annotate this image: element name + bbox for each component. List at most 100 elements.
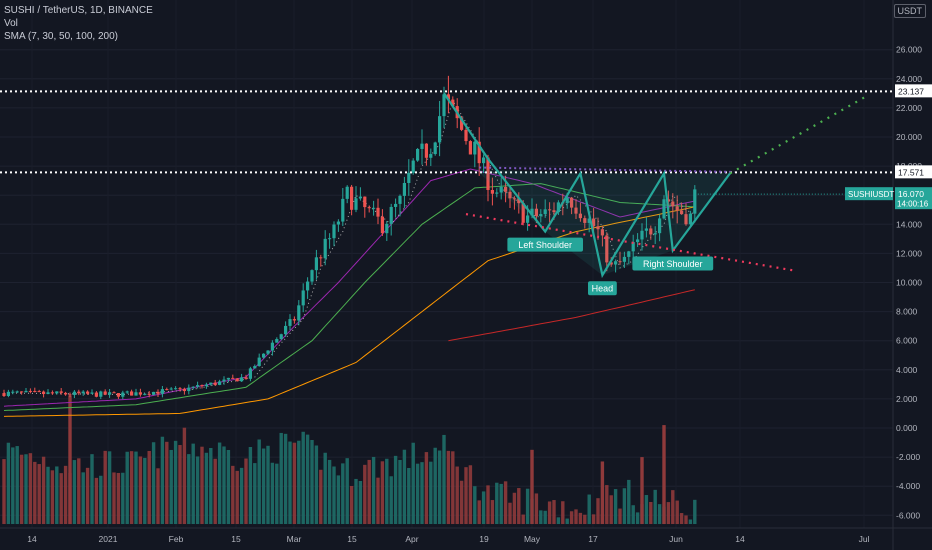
head-shoulders-pattern — [443, 92, 731, 279]
candle-body — [112, 392, 116, 394]
volume-bar — [314, 445, 319, 525]
volume-bar — [68, 395, 72, 525]
volume-bar — [59, 473, 63, 525]
y-tick-label: 26.000 — [896, 45, 922, 55]
volume-indicator-label[interactable]: Vol — [4, 18, 18, 29]
price-axis[interactable]: 26.00024.00022.00020.00018.00016.00014.0… — [845, 0, 932, 550]
volume-bar — [116, 472, 121, 525]
candle-body — [244, 377, 248, 379]
candle-body — [548, 209, 552, 211]
y-tick-label: 0.000 — [896, 423, 918, 433]
volume-bar — [420, 462, 424, 525]
candle-body — [407, 172, 411, 183]
y-tick-label: 8.000 — [896, 307, 918, 317]
candle-body — [11, 391, 15, 393]
candle-body — [416, 148, 420, 161]
candle-body — [55, 391, 59, 394]
countdown-timer: 14:00:16 — [897, 200, 929, 209]
candle-body — [574, 207, 578, 214]
volume-bar — [107, 451, 112, 525]
volume-bar — [693, 499, 697, 525]
candle-body — [592, 218, 596, 227]
x-tick-label: May — [524, 534, 541, 544]
candle-body — [490, 189, 494, 194]
y-tick-label: 24.000 — [896, 74, 922, 84]
chart-legend: SUSHI / TetherUS, 1D, BINANCE Vol SMA (7… — [4, 4, 153, 43]
candle-body — [28, 390, 32, 392]
volume-bar — [649, 502, 653, 525]
candle-body — [284, 325, 288, 335]
x-tick-label: 19 — [479, 534, 489, 544]
volume-bar — [77, 458, 81, 525]
candle-body — [292, 319, 296, 321]
volume-bar — [222, 446, 226, 525]
candle-body — [627, 251, 631, 257]
candle-body — [42, 391, 46, 395]
candle-body — [385, 223, 389, 234]
volume-bar — [15, 446, 19, 525]
candle-body — [125, 391, 129, 393]
time-axis[interactable]: 14 2021 Feb 15 Mar 15 Apr 19 May 17 Jun 14 Jul — [0, 527, 932, 544]
candle-body — [662, 199, 666, 219]
volume-bar — [46, 466, 50, 525]
candle-body — [644, 228, 648, 231]
candle-body — [354, 198, 358, 210]
x-tick-label: Jun — [669, 534, 683, 544]
candle-body — [424, 143, 428, 158]
volume-bar — [622, 488, 627, 525]
candle-body — [464, 129, 468, 142]
candle-body — [468, 141, 472, 155]
volume-bar — [596, 498, 600, 525]
volume-bar — [358, 481, 363, 525]
candle-body — [398, 195, 402, 204]
y-tick-label: 4.000 — [896, 365, 918, 375]
volume-bar — [279, 432, 283, 525]
candle-body — [693, 189, 697, 214]
candle-body — [248, 368, 252, 379]
volume-bar — [94, 477, 99, 525]
volume-bar — [187, 454, 191, 525]
candle-body — [90, 392, 94, 394]
candle-body — [182, 388, 186, 392]
candle-body — [323, 238, 327, 259]
candle-body — [543, 209, 547, 215]
volume-bar — [442, 434, 446, 525]
volume-bar — [11, 447, 15, 525]
volume-bar — [389, 476, 393, 525]
volume-bar — [613, 489, 618, 525]
candle-body — [134, 392, 138, 396]
x-tick-label: 15 — [231, 534, 241, 544]
volume-bar — [85, 467, 90, 525]
volume-bar — [147, 450, 151, 525]
symbol-title[interactable]: SUSHI / TetherUS, 1D, BINANCE — [4, 5, 153, 16]
candle-body — [275, 339, 279, 343]
volume-bar — [257, 439, 261, 525]
candle-body — [504, 186, 508, 192]
volume-bar — [217, 442, 222, 525]
volume-bar — [429, 461, 433, 525]
volume-bar — [495, 482, 499, 525]
volume-bar — [385, 458, 389, 525]
volume-bar — [138, 456, 143, 525]
candle-body — [64, 392, 68, 395]
y-tick-label: -2.000 — [896, 452, 920, 462]
candle-body — [675, 206, 679, 211]
x-tick-label: Apr — [405, 534, 418, 544]
candle-body — [433, 142, 437, 155]
candle-body — [178, 388, 182, 390]
volume-bar — [525, 488, 530, 525]
volume-bar — [173, 440, 178, 525]
candle-body — [614, 261, 618, 265]
volume-bar — [477, 500, 481, 525]
candle-body — [130, 391, 134, 396]
candle-body — [328, 238, 332, 240]
currency-badge[interactable]: USDT — [893, 4, 926, 18]
volume-bar — [367, 459, 371, 525]
volume-bar — [151, 442, 156, 525]
volume-bar — [305, 434, 310, 525]
sma-indicator-label[interactable]: SMA (7, 30, 50, 100, 200) — [4, 31, 118, 42]
volume-bar — [398, 459, 402, 525]
volume-bar — [169, 449, 173, 525]
candle-body — [380, 216, 384, 234]
